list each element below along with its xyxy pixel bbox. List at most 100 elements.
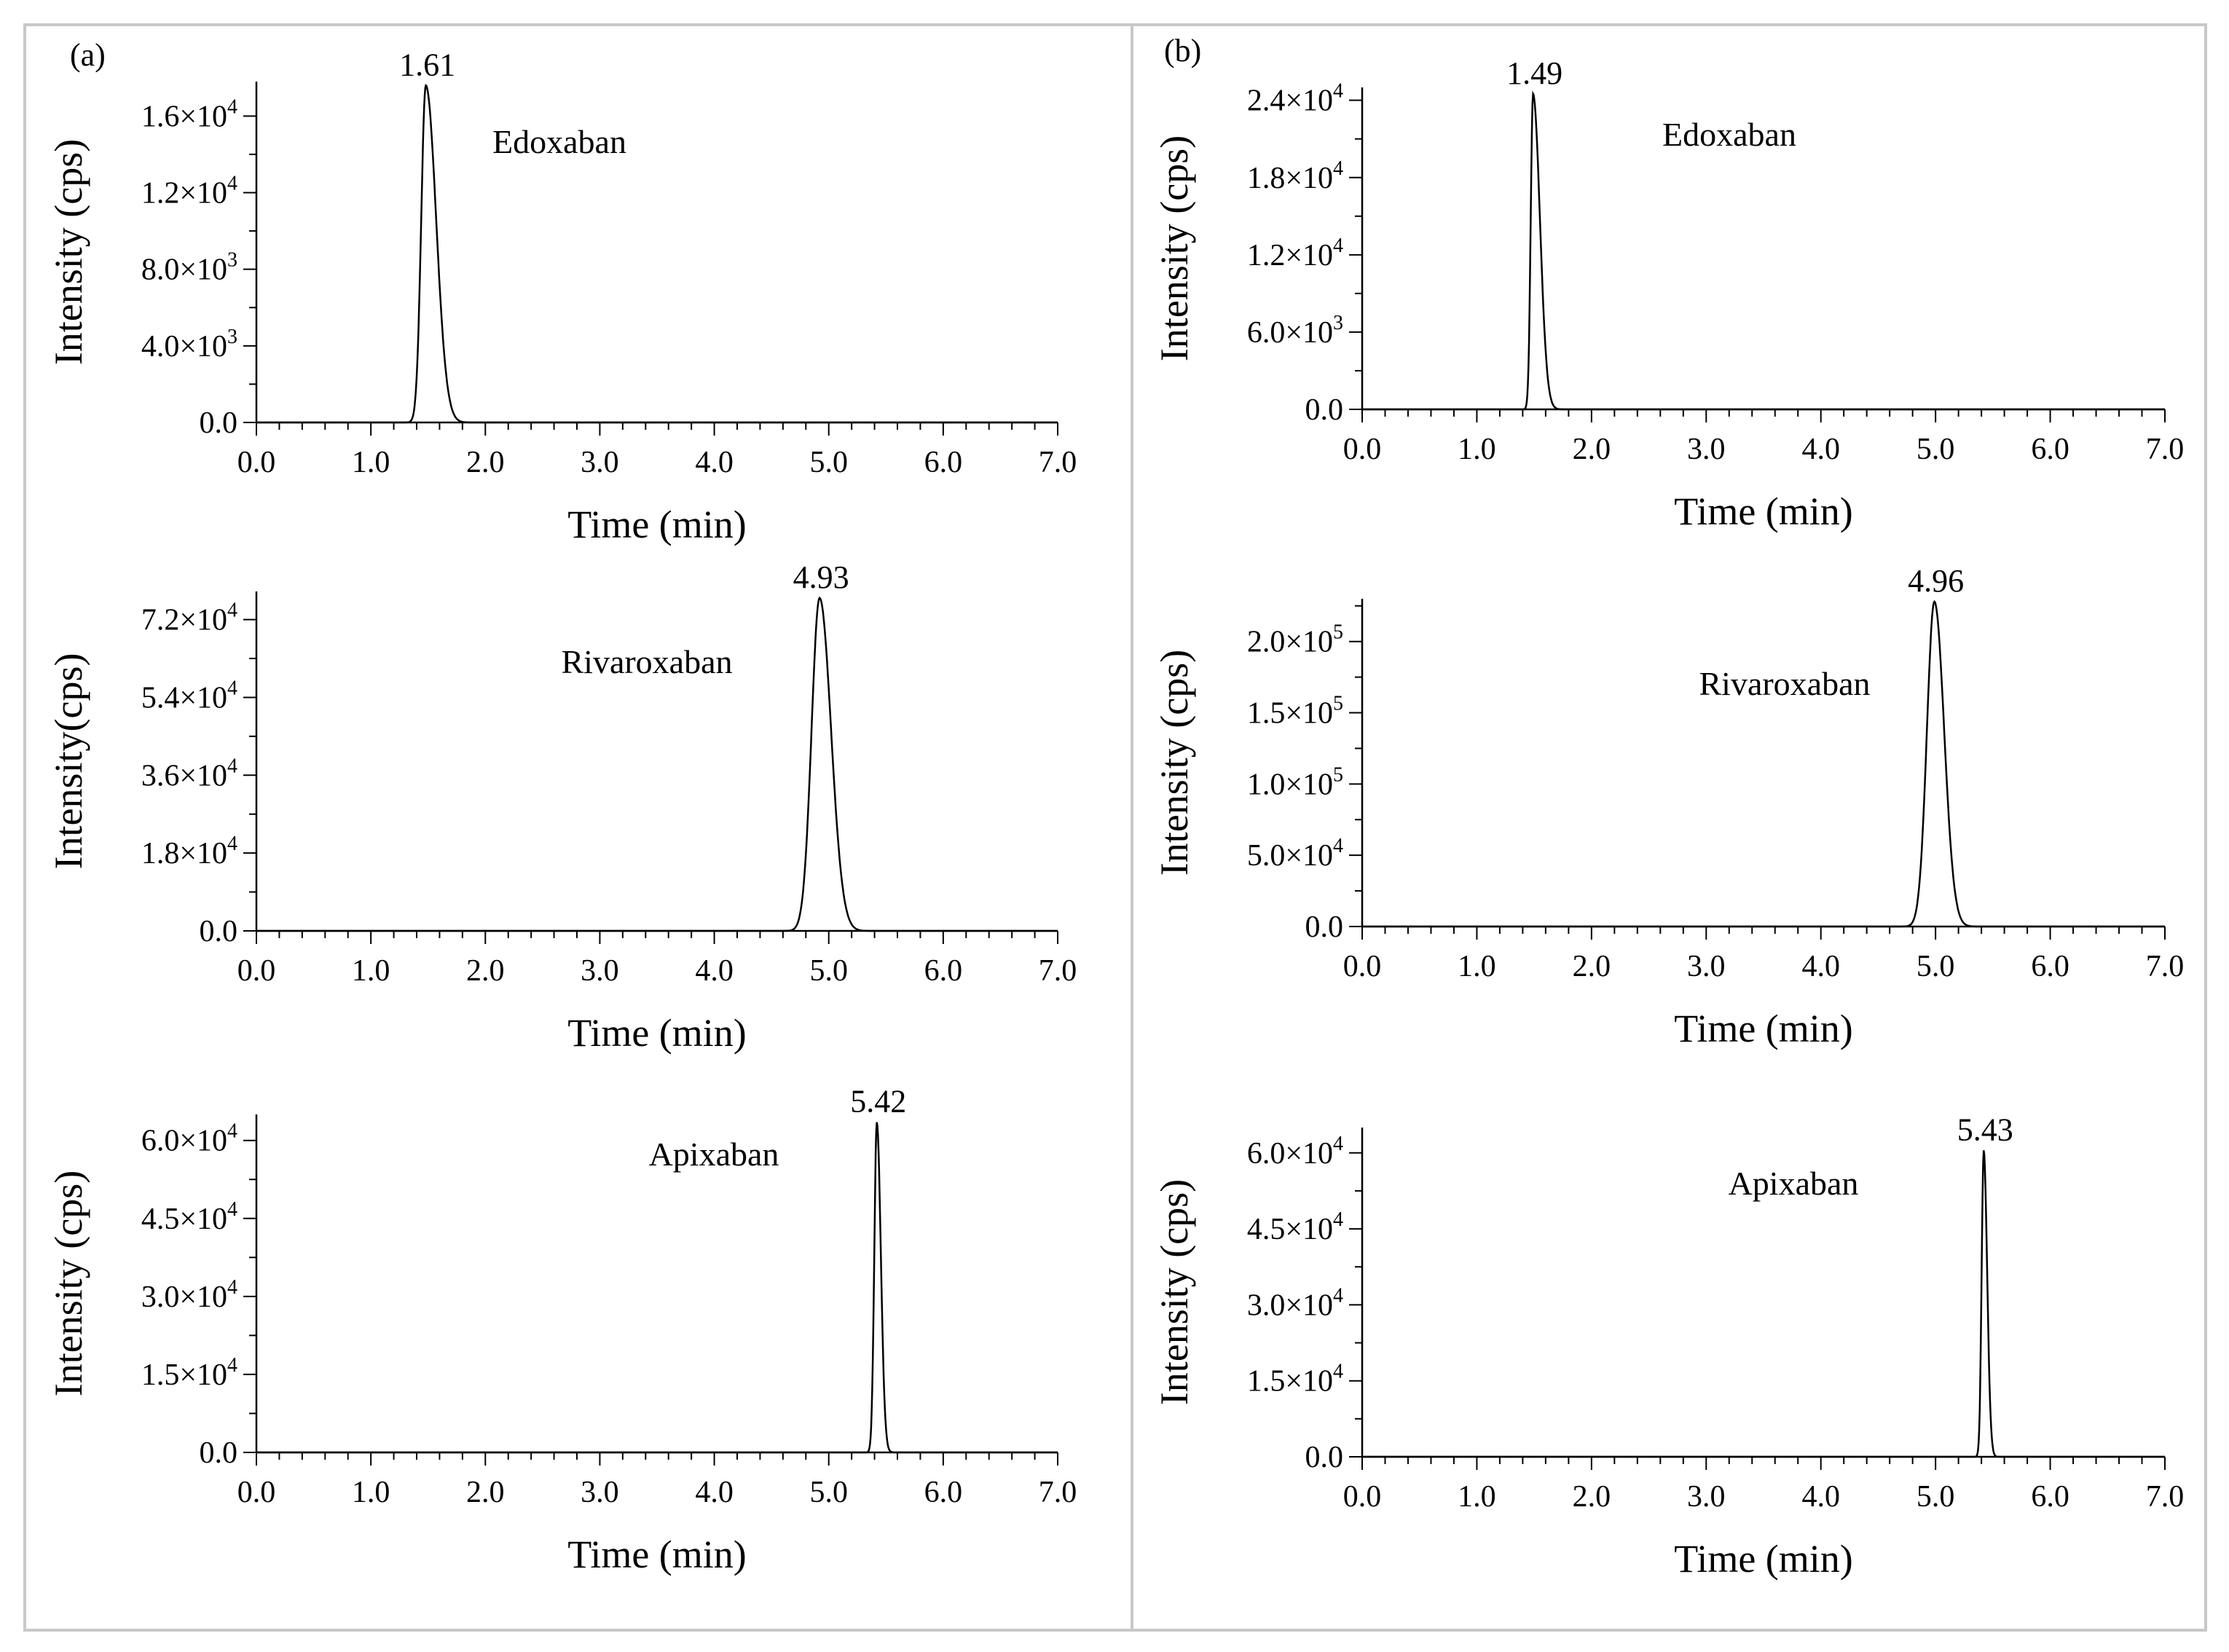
x-tick-label: 6.0 bbox=[2031, 1480, 2069, 1514]
x-tick-label: 3.0 bbox=[1687, 1480, 1726, 1514]
compound-name: Apixaban bbox=[649, 1136, 779, 1173]
x-tick-label: 0.0 bbox=[237, 954, 276, 988]
x-tick-label: 3.0 bbox=[1687, 433, 1726, 466]
y-axis-title: Intensity (cps) bbox=[47, 139, 90, 365]
x-tick-label: 1.0 bbox=[352, 446, 390, 479]
y-tick-label: 3.0×104 bbox=[1247, 1284, 1343, 1322]
y-tick-label: 2.4×104 bbox=[1247, 80, 1343, 118]
y-tick-label: 0.0 bbox=[1305, 1441, 1344, 1474]
peak-label: 4.93 bbox=[793, 559, 849, 595]
chromatogram-2: 0.0 1.0 2.0 3.0 4.0 5.0 6.0 7.0 0.0 1.8×104 3.6×10… bbox=[47, 559, 1077, 1055]
x-axis-title: Time (min) bbox=[1674, 1537, 1853, 1581]
x-tick-label: 6.0 bbox=[924, 954, 963, 988]
y-tick-label: 1.8×104 bbox=[1247, 157, 1343, 195]
chromatogram-trace bbox=[1362, 599, 2165, 928]
x-tick-label: 2.0 bbox=[1573, 433, 1611, 466]
x-tick-label: 5.0 bbox=[1917, 1480, 1955, 1514]
y-tick-label: 3.6×104 bbox=[141, 755, 237, 792]
chromatogram-5: 0.0 1.0 2.0 3.0 4.0 5.0 6.0 7.0 0.0 5.0×104 1.0×10… bbox=[1152, 563, 2184, 1050]
y-tick-label: 4.5×104 bbox=[141, 1198, 237, 1236]
x-tick-label: 0.0 bbox=[1343, 950, 1382, 983]
x-tick-label: 3.0 bbox=[581, 1476, 619, 1509]
chromatogram-1: 0.0 1.0 2.0 3.0 4.0 5.0 6.0 7.0 0.0 4.0×103 8.0×10… bbox=[47, 47, 1077, 546]
y-tick-label: 1.2×104 bbox=[1247, 235, 1343, 272]
x-tick-label: 1.0 bbox=[1458, 950, 1496, 983]
y-tick-label: 1.5×105 bbox=[1247, 693, 1343, 731]
x-tick-label: 7.0 bbox=[1039, 446, 1077, 479]
x-tick-label: 0.0 bbox=[237, 1476, 276, 1509]
x-tick-label: 4.0 bbox=[695, 446, 734, 479]
x-tick-label: 6.0 bbox=[924, 1476, 963, 1509]
y-tick-label: 0.0 bbox=[1305, 910, 1344, 944]
compound-name: Edoxaban bbox=[492, 123, 626, 160]
y-tick-label: 7.2×104 bbox=[141, 599, 237, 637]
compound-name: Apixaban bbox=[1729, 1165, 1859, 1202]
x-tick-label: 4.0 bbox=[1801, 433, 1840, 466]
y-tick-label: 0.0 bbox=[200, 915, 238, 948]
x-tick-label: 7.0 bbox=[2146, 950, 2185, 983]
x-tick-label: 2.0 bbox=[1573, 950, 1611, 983]
chromatogram-trace bbox=[1362, 90, 2165, 411]
x-tick-label: 1.0 bbox=[1458, 1480, 1496, 1514]
y-axis-title: Intensity (cps) bbox=[1152, 650, 1196, 876]
y-tick-label: 8.0×103 bbox=[141, 249, 237, 287]
chromatogram-6: 0.0 1.0 2.0 3.0 4.0 5.0 6.0 7.0 0.0 1.5×104 3.0×10… bbox=[1152, 1112, 2184, 1581]
x-tick-label: 2.0 bbox=[466, 1476, 505, 1509]
x-tick-label: 5.0 bbox=[1917, 433, 1955, 466]
y-tick-label: 3.0×104 bbox=[141, 1276, 237, 1314]
x-tick-label: 4.0 bbox=[1801, 1480, 1840, 1514]
x-tick-label: 3.0 bbox=[581, 446, 619, 479]
y-tick-label: 6.0×104 bbox=[141, 1120, 237, 1158]
y-axis-title: Intensity (cps) bbox=[1152, 135, 1196, 361]
chromatogram-trace bbox=[256, 83, 1058, 424]
x-tick-label: 3.0 bbox=[581, 954, 619, 988]
y-axis-title: Intensity (cps) bbox=[47, 1171, 90, 1396]
x-tick-label: 7.0 bbox=[2146, 433, 2185, 466]
y-tick-label: 1.8×104 bbox=[141, 833, 237, 870]
y-tick-label: 0.0 bbox=[1305, 393, 1344, 427]
x-tick-label: 5.0 bbox=[809, 1476, 848, 1509]
x-tick-label: 7.0 bbox=[1039, 954, 1077, 988]
x-tick-label: 7.0 bbox=[1039, 1476, 1077, 1509]
y-tick-label: 2.0×105 bbox=[1247, 621, 1343, 659]
peak-label: 1.61 bbox=[399, 47, 455, 82]
compound-name: Rivaroxaban bbox=[1699, 665, 1870, 702]
x-tick-label: 1.0 bbox=[352, 1476, 390, 1509]
x-tick-label: 6.0 bbox=[924, 446, 963, 479]
compound-name: Rivaroxaban bbox=[561, 643, 732, 680]
chromatogram-4: 0.0 1.0 2.0 3.0 4.0 5.0 6.0 7.0 0.0 6.0×103 1.2×10… bbox=[1152, 55, 2184, 533]
peak-label: 4.96 bbox=[1908, 563, 1964, 599]
x-tick-label: 0.0 bbox=[237, 446, 276, 479]
chromatogram-trace bbox=[256, 597, 1058, 932]
y-tick-label: 1.6×104 bbox=[141, 95, 237, 133]
peak-label: 5.43 bbox=[1957, 1112, 2013, 1147]
chromatogram-trace bbox=[1362, 1150, 2165, 1458]
x-tick-label: 2.0 bbox=[466, 446, 505, 479]
y-tick-label: 0.0 bbox=[200, 1436, 238, 1470]
x-tick-label: 1.0 bbox=[1458, 433, 1496, 466]
x-tick-label: 6.0 bbox=[2031, 950, 2069, 983]
x-tick-label: 5.0 bbox=[809, 954, 848, 988]
x-tick-label: 3.0 bbox=[1687, 950, 1726, 983]
y-tick-label: 6.0×103 bbox=[1247, 312, 1343, 350]
chromatogram-3: 0.0 1.0 2.0 3.0 4.0 5.0 6.0 7.0 0.0 1.5×104 3.0×10… bbox=[47, 1084, 1077, 1576]
y-tick-label: 1.2×104 bbox=[141, 172, 237, 210]
x-axis-title: Time (min) bbox=[1674, 1007, 1853, 1050]
y-tick-label: 1.5×104 bbox=[141, 1354, 237, 1392]
y-tick-label: 5.4×104 bbox=[141, 677, 237, 715]
x-tick-label: 0.0 bbox=[1343, 1480, 1382, 1514]
x-tick-label: 0.0 bbox=[1343, 433, 1382, 466]
y-axis-title: Intensity(cps) bbox=[47, 653, 90, 870]
chromatogram-trace bbox=[256, 1122, 1058, 1454]
panel-b-label: (b) bbox=[1164, 33, 1202, 68]
x-tick-label: 7.0 bbox=[2146, 1480, 2185, 1514]
x-tick-label: 2.0 bbox=[1573, 1480, 1611, 1514]
peak-label: 5.42 bbox=[850, 1084, 906, 1120]
x-axis-title: Time (min) bbox=[567, 1533, 747, 1576]
y-tick-label: 5.0×104 bbox=[1247, 835, 1343, 873]
y-tick-label: 4.5×104 bbox=[1247, 1208, 1343, 1246]
compound-name: Edoxaban bbox=[1662, 116, 1796, 153]
y-tick-label: 6.0×104 bbox=[1247, 1133, 1343, 1171]
panel-b-frame bbox=[1131, 23, 2207, 1632]
